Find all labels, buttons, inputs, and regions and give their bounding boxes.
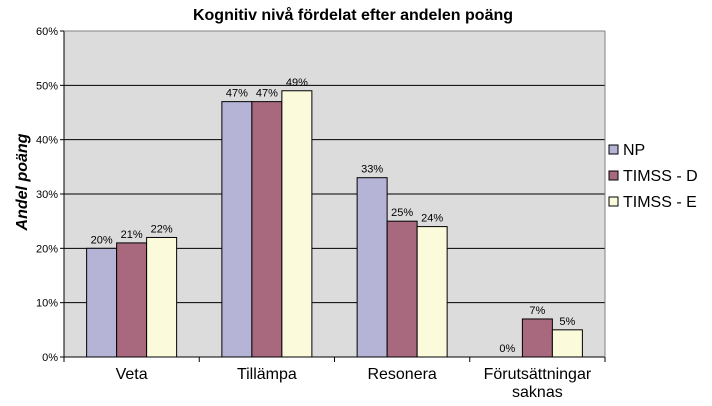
y-tick-label: 0%: [42, 352, 58, 364]
data-label: 0%: [499, 343, 515, 355]
bar: [356, 177, 388, 358]
bar: [86, 247, 118, 358]
bar: [146, 236, 178, 358]
y-axis-label: Andel poäng: [14, 133, 31, 231]
bar: [221, 101, 253, 358]
y-tick-label: 10%: [36, 298, 58, 310]
data-label: 22%: [151, 223, 173, 235]
data-label: 20%: [91, 234, 113, 246]
bar: [281, 90, 313, 358]
data-label: 49%: [286, 77, 308, 89]
bar: [416, 226, 448, 358]
data-label: 47%: [226, 88, 248, 100]
y-tick-label: 50%: [36, 80, 58, 92]
legend-swatch: [608, 170, 619, 181]
bar: [116, 242, 148, 358]
bars: [86, 90, 583, 358]
x-tick-label: Förutsättningar: [484, 366, 592, 383]
y-tick-label: 40%: [36, 135, 58, 147]
legend: NP TIMSS - D TIMSS - E: [608, 142, 698, 211]
bar: [521, 318, 553, 358]
y-tick-label: 60%: [36, 26, 58, 38]
bar: [251, 101, 283, 358]
y-tick-label: 30%: [36, 189, 58, 201]
legend-label: TIMSS - E: [623, 194, 697, 211]
data-labels: 20% 21% 22% 47% 47% 49% 33% 25% 24% 0% 7% 5%: [91, 77, 576, 355]
data-label: 21%: [121, 229, 143, 241]
legend-label: TIMSS - D: [623, 168, 698, 185]
x-tick-label: Tillämpa: [237, 366, 297, 383]
x-tick-label: Veta: [116, 366, 148, 383]
data-label: 24%: [421, 213, 443, 225]
y-tick-label: 20%: [36, 243, 58, 255]
data-label: 25%: [391, 207, 413, 219]
bar: [386, 220, 418, 358]
x-tick-label: Resonera: [367, 366, 436, 383]
bar: [551, 329, 583, 358]
legend-label: NP: [623, 142, 645, 159]
legend-swatch: [608, 196, 619, 207]
data-label: 33%: [361, 164, 383, 176]
x-tick-label: saknas: [512, 384, 563, 401]
chart-title: Kognitiv nivå fördelat efter andelen poä…: [193, 6, 513, 24]
data-label: 47%: [256, 88, 278, 100]
legend-swatch: [608, 144, 619, 155]
data-label: 5%: [559, 316, 575, 328]
data-label: 7%: [529, 305, 545, 317]
axes: 0% 10% 20% 30% 40% 50% 60% Veta Tillämpa Resonera…: [36, 26, 606, 401]
